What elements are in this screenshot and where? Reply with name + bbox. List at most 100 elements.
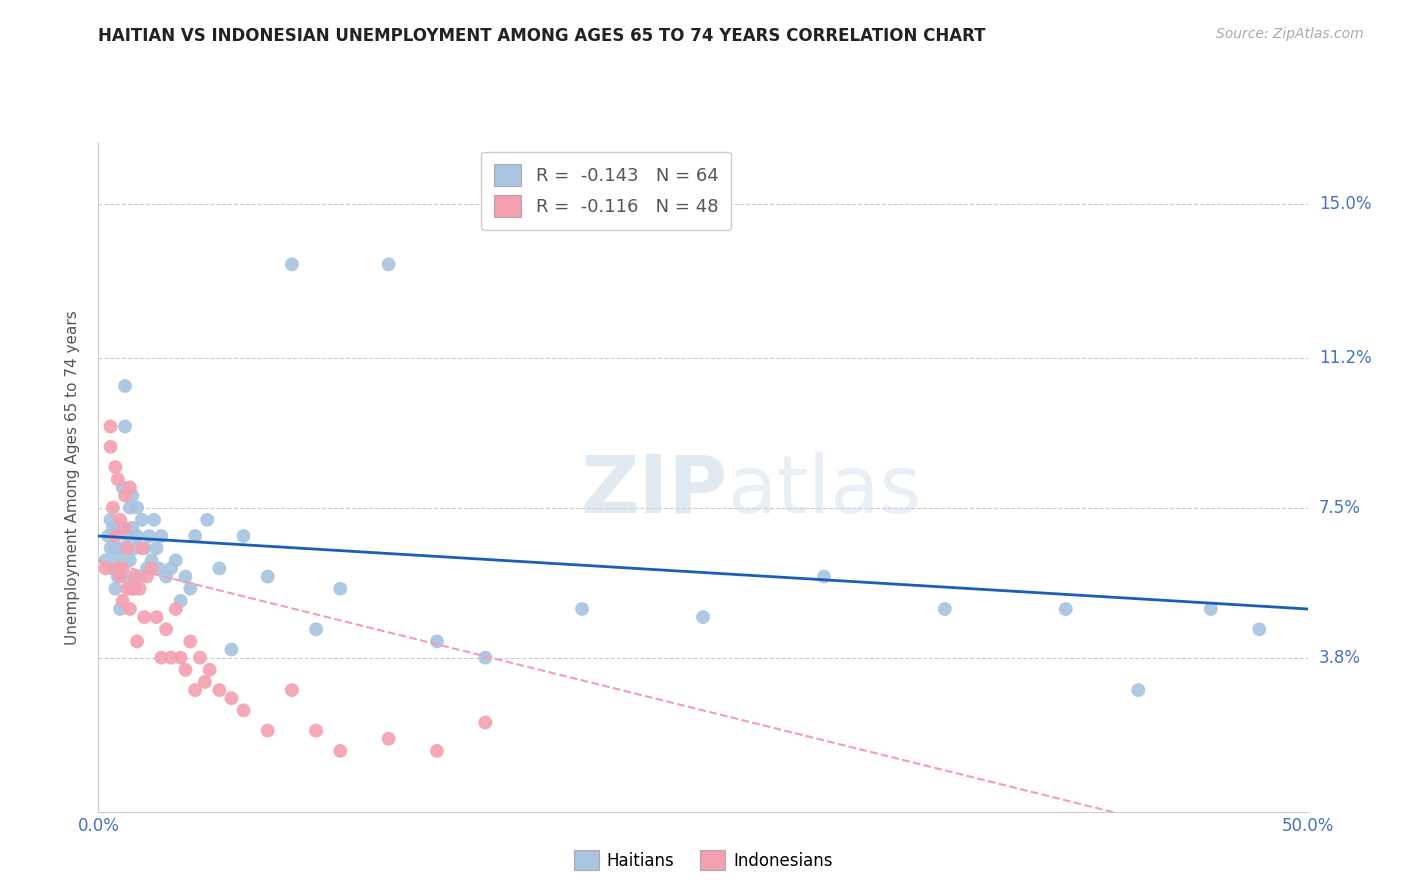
Point bbox=[571, 602, 593, 616]
Point bbox=[184, 683, 207, 698]
Point bbox=[108, 602, 131, 616]
Point bbox=[1249, 622, 1271, 636]
Point bbox=[128, 569, 150, 583]
Point bbox=[377, 257, 399, 271]
Point bbox=[118, 602, 141, 616]
Point bbox=[104, 460, 127, 475]
Point bbox=[232, 529, 254, 543]
Point bbox=[107, 569, 129, 583]
Point bbox=[111, 541, 134, 556]
Point bbox=[114, 419, 136, 434]
Point bbox=[101, 500, 124, 515]
Point bbox=[121, 521, 143, 535]
Point bbox=[101, 521, 124, 535]
Point bbox=[150, 650, 173, 665]
Point bbox=[145, 610, 167, 624]
Point bbox=[377, 731, 399, 746]
Point bbox=[1128, 683, 1150, 698]
Point bbox=[134, 610, 156, 624]
Point bbox=[114, 379, 136, 393]
Point bbox=[221, 642, 243, 657]
Point bbox=[281, 683, 304, 698]
Text: 7.5%: 7.5% bbox=[1319, 499, 1361, 516]
Text: 15.0%: 15.0% bbox=[1319, 194, 1371, 212]
Point bbox=[117, 582, 139, 596]
Point bbox=[108, 569, 131, 583]
Point bbox=[208, 683, 231, 698]
Point bbox=[256, 569, 278, 583]
Point bbox=[94, 561, 117, 575]
Point bbox=[111, 480, 134, 494]
Point bbox=[934, 602, 956, 616]
Point bbox=[155, 622, 177, 636]
Point bbox=[114, 488, 136, 502]
Point bbox=[305, 723, 328, 738]
Point bbox=[121, 488, 143, 502]
Point bbox=[128, 582, 150, 596]
Point bbox=[117, 541, 139, 556]
Point bbox=[329, 744, 352, 758]
Text: HAITIAN VS INDONESIAN UNEMPLOYMENT AMONG AGES 65 TO 74 YEARS CORRELATION CHART: HAITIAN VS INDONESIAN UNEMPLOYMENT AMONG… bbox=[98, 27, 986, 45]
Point bbox=[100, 440, 122, 454]
Text: Source: ZipAtlas.com: Source: ZipAtlas.com bbox=[1216, 27, 1364, 41]
Point bbox=[135, 561, 157, 575]
Point bbox=[174, 569, 197, 583]
Point bbox=[165, 602, 187, 616]
Point bbox=[305, 622, 328, 636]
Point bbox=[118, 553, 141, 567]
Point bbox=[145, 541, 167, 556]
Point bbox=[198, 663, 221, 677]
Point bbox=[131, 541, 153, 556]
Point bbox=[104, 582, 127, 596]
Point bbox=[124, 541, 146, 556]
Point bbox=[111, 521, 134, 535]
Point bbox=[474, 715, 496, 730]
Point bbox=[107, 521, 129, 535]
Point bbox=[169, 650, 191, 665]
Point bbox=[194, 675, 217, 690]
Point bbox=[117, 569, 139, 583]
Point bbox=[100, 513, 122, 527]
Point bbox=[165, 553, 187, 567]
Point bbox=[121, 582, 143, 596]
Point bbox=[124, 582, 146, 596]
Point bbox=[134, 541, 156, 556]
Point bbox=[179, 582, 201, 596]
Point bbox=[108, 513, 131, 527]
Text: ZIP: ZIP bbox=[579, 451, 727, 530]
Point bbox=[195, 513, 218, 527]
Point bbox=[1054, 602, 1077, 616]
Point bbox=[118, 500, 141, 515]
Point bbox=[127, 634, 149, 648]
Point bbox=[174, 663, 197, 677]
Point bbox=[97, 529, 120, 543]
Point bbox=[148, 561, 170, 575]
Legend: Haitians, Indonesians: Haitians, Indonesians bbox=[567, 843, 839, 877]
Point bbox=[131, 513, 153, 527]
Point bbox=[221, 691, 243, 706]
Point bbox=[127, 500, 149, 515]
Point bbox=[184, 529, 207, 543]
Point bbox=[813, 569, 835, 583]
Point bbox=[135, 569, 157, 583]
Point bbox=[160, 561, 183, 575]
Point bbox=[117, 529, 139, 543]
Point bbox=[169, 594, 191, 608]
Point bbox=[141, 553, 163, 567]
Point bbox=[143, 513, 166, 527]
Point bbox=[107, 472, 129, 486]
Point bbox=[104, 529, 127, 543]
Point bbox=[138, 529, 160, 543]
Point bbox=[104, 541, 127, 556]
Point bbox=[107, 549, 129, 564]
Point bbox=[426, 634, 449, 648]
Point bbox=[111, 594, 134, 608]
Point bbox=[108, 561, 131, 575]
Point bbox=[188, 650, 211, 665]
Point bbox=[329, 582, 352, 596]
Point bbox=[100, 541, 122, 556]
Point bbox=[124, 569, 146, 583]
Point bbox=[474, 650, 496, 665]
Text: 11.2%: 11.2% bbox=[1319, 349, 1371, 367]
Point bbox=[256, 723, 278, 738]
